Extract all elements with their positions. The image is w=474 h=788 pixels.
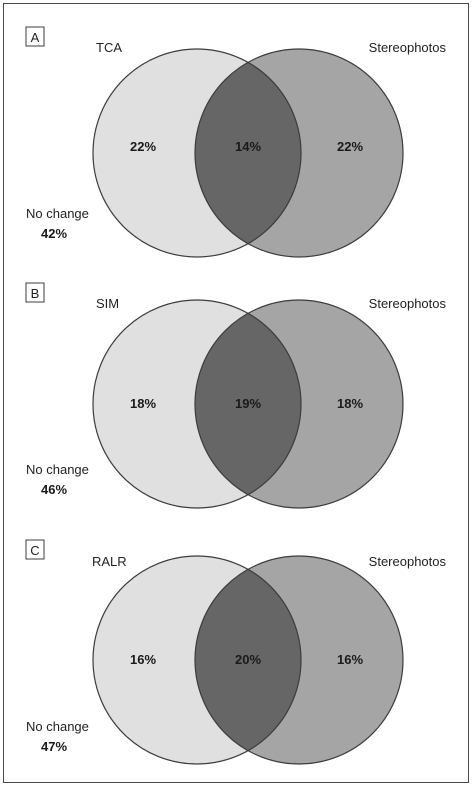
panel-c-overlap-value: 20% xyxy=(235,652,261,667)
panel-a-letter: A xyxy=(31,30,40,45)
panel-b-right-value: 18% xyxy=(337,396,363,411)
panel-b-no-change-label: No change xyxy=(26,462,89,477)
figure-frame xyxy=(3,3,469,783)
panel-c-letter: C xyxy=(30,543,39,558)
panel-a-left-value: 22% xyxy=(130,139,156,154)
panel-b-no-change-value: 46% xyxy=(41,482,67,497)
panel-a-right-outline xyxy=(194,48,404,258)
panel-a-no-change-label: No change xyxy=(26,206,89,221)
panel-a-overlap-value: 14% xyxy=(235,139,261,154)
panel-c-overlap xyxy=(195,556,301,764)
panel-b-overlap-value: 19% xyxy=(235,396,261,411)
panel-c-no-change-value: 47% xyxy=(41,739,67,754)
panel-c-left-value: 16% xyxy=(130,652,156,667)
panel-c-right-label: Stereophotos xyxy=(369,554,447,569)
panel-a-right-label: Stereophotos xyxy=(369,40,447,55)
panel-c-right-value: 16% xyxy=(337,652,363,667)
panel-a-right-value: 22% xyxy=(337,139,363,154)
panel-c: C RALR Stereophotos 16% 20% 16% No chang… xyxy=(25,539,447,765)
panel-c-letter-box xyxy=(25,539,45,560)
panel-c-no-change-label: No change xyxy=(26,719,89,734)
panel-c-right-outline xyxy=(194,555,404,765)
panel-c-left-outline xyxy=(92,555,302,765)
panel-b-right-label: Stereophotos xyxy=(369,296,447,311)
panel-b-right-outline xyxy=(194,299,404,509)
panel-a-no-change-value: 42% xyxy=(41,226,67,241)
panel-b-overlap xyxy=(195,300,301,508)
panel-a-left-label: TCA xyxy=(96,40,122,55)
panel-a-overlap xyxy=(195,49,301,257)
panel-a-left-outline xyxy=(92,48,302,258)
panel-a-letter-box xyxy=(25,26,45,47)
panel-b-left-label: SIM xyxy=(96,296,119,311)
panel-b-left-outline xyxy=(92,299,302,509)
panel-b-letter-box xyxy=(25,282,45,303)
panel-a: A TCA Stereophotos 22% 14% 22% No change… xyxy=(25,26,447,258)
panel-b-letter: B xyxy=(31,286,40,301)
panel-b-left-value: 18% xyxy=(130,396,156,411)
panel-b: B SIM Stereophotos 18% 19% 18% No change… xyxy=(25,282,447,509)
panel-c-left-label: RALR xyxy=(92,554,127,569)
